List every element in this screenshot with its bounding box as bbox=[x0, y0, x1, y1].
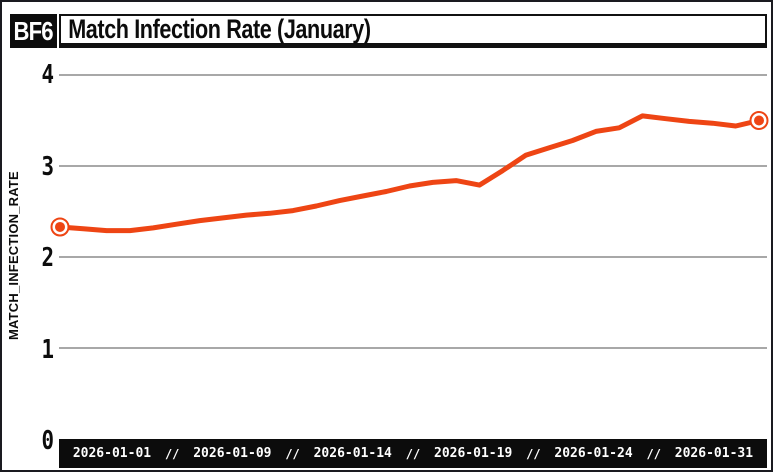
x-tick-separator: // bbox=[164, 446, 180, 461]
x-axis-date-bar: 2026-01-01 // 2026-01-09 // 2026-01-14 // 2026… bbox=[59, 439, 767, 468]
end-point-marker-dot bbox=[754, 115, 764, 126]
y-tick-label-3: 3 bbox=[41, 152, 54, 182]
y-tick-label-1: 1 bbox=[41, 335, 54, 365]
y-tick-label-2: 2 bbox=[41, 243, 54, 273]
infection-rate-line bbox=[57, 113, 762, 234]
x-tick-separator: // bbox=[646, 446, 661, 461]
x-tick-separator: // bbox=[405, 446, 421, 461]
start-point-marker-dot bbox=[55, 221, 65, 232]
x-tick-label-2026-01-19: 2026-01-19 bbox=[434, 446, 513, 461]
chart-title-box: Match Infection Rate (January) bbox=[59, 14, 767, 48]
bf6-logo-text: BF6 bbox=[13, 15, 54, 46]
x-tick-separator: // bbox=[526, 446, 541, 461]
x-tick-label-2026-01-14: 2026-01-14 bbox=[313, 446, 392, 461]
x-tick-label-2026-01-09: 2026-01-09 bbox=[193, 446, 272, 461]
x-tick-separator: // bbox=[285, 446, 300, 461]
page-title: Match Infection Rate (January) bbox=[68, 14, 371, 44]
x-tick-label-2026-01-31: 2026-01-31 bbox=[674, 446, 754, 461]
bf6-logo-badge: BF6 bbox=[10, 14, 57, 48]
y-tick-label-0: 0 bbox=[41, 426, 54, 456]
x-tick-label-2026-01-01: 2026-01-01 bbox=[72, 446, 152, 461]
y-tick-label-4: 4 bbox=[41, 60, 54, 90]
x-tick-label-2026-01-24: 2026-01-24 bbox=[554, 446, 633, 461]
